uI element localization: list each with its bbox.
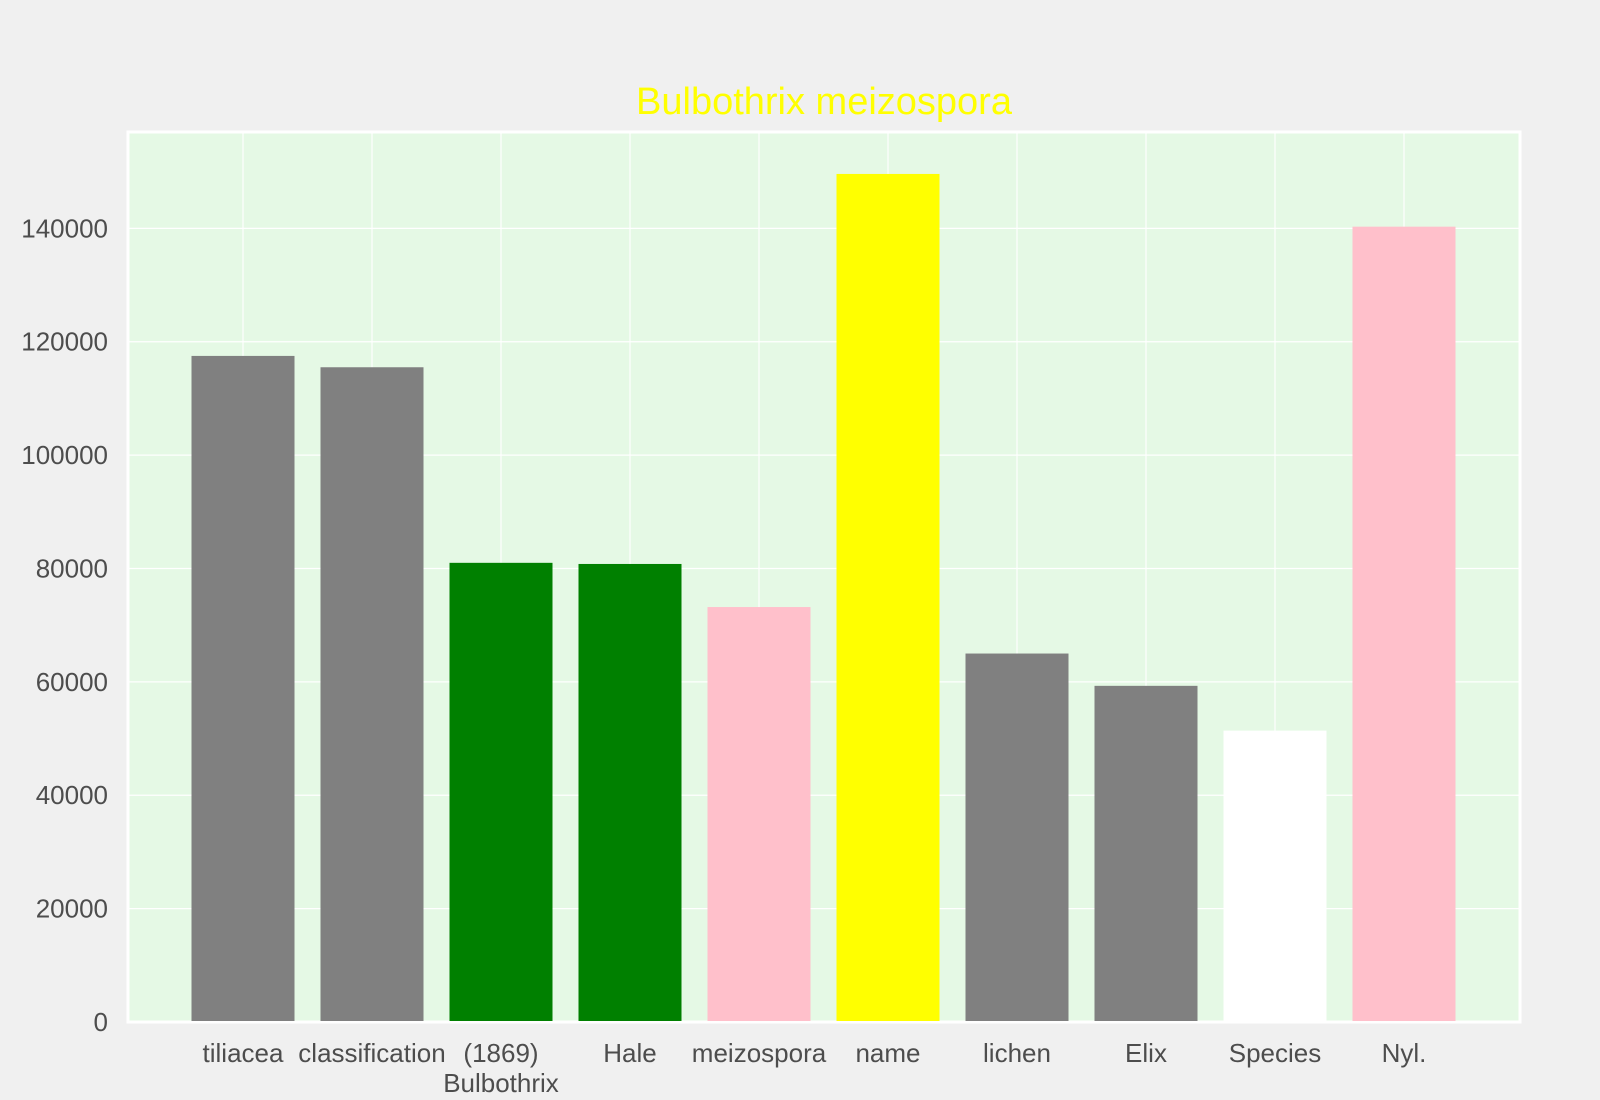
x-axis-ticks: tiliacea classification (1869) BulbothrixHa… <box>203 1038 1427 1098</box>
y-tick-label: 80000 <box>36 553 108 583</box>
x-tick-label-line: Species <box>1229 1038 1322 1068</box>
bars <box>191 173 1456 1022</box>
bar <box>1223 730 1327 1021</box>
x-tick-label-line: lichen <box>983 1038 1051 1068</box>
x-tick-label-line: tiliacea <box>203 1038 284 1068</box>
x-tick-label: name <box>855 1038 920 1068</box>
bar <box>836 173 940 1022</box>
bar <box>1352 226 1456 1021</box>
x-tick-label: Species <box>1229 1038 1322 1068</box>
x-tick-label: Hale <box>603 1038 656 1068</box>
x-tick-label: Nyl. <box>1382 1038 1427 1068</box>
bar <box>707 607 811 1021</box>
bar <box>449 562 553 1021</box>
bar <box>1094 685 1198 1021</box>
x-tick-label-line: meizospora <box>692 1038 827 1068</box>
y-tick-label: 60000 <box>36 667 108 697</box>
x-tick-label-line: Bulbothrix <box>443 1068 559 1098</box>
x-tick-label: Elix <box>1125 1038 1167 1068</box>
y-tick-label: 100000 <box>21 440 108 470</box>
y-tick-label: 40000 <box>36 780 108 810</box>
x-tick-label-line: Nyl. <box>1382 1038 1427 1068</box>
chart-title: Bulbothrix meizospora <box>636 81 1013 123</box>
x-tick-label: lichen <box>983 1038 1051 1068</box>
x-tick-label-line: (1869) <box>463 1038 538 1068</box>
y-tick-label: 120000 <box>21 327 108 357</box>
y-tick-label: 140000 <box>21 213 108 243</box>
x-tick-label: tiliacea <box>203 1038 284 1068</box>
y-tick-label: 0 <box>94 1007 108 1037</box>
x-tick-label: meizospora <box>692 1038 827 1068</box>
x-tick-label-line: Elix <box>1125 1038 1167 1068</box>
x-tick-label-line: name <box>855 1038 920 1068</box>
x-tick-label-line: Hale <box>603 1038 656 1068</box>
bar <box>191 355 295 1021</box>
x-tick-label: (1869) Bulbothrix <box>443 1038 559 1098</box>
bar <box>320 367 424 1022</box>
y-tick-label: 20000 <box>36 894 108 924</box>
bar <box>578 563 682 1021</box>
y-axis-ticks: 0 20000 40000 60000 80000 100000 120000 140000 <box>21 213 108 1037</box>
x-tick-label-line: classification <box>298 1038 445 1068</box>
bar <box>965 653 1069 1021</box>
x-tick-label: classification <box>298 1038 445 1068</box>
